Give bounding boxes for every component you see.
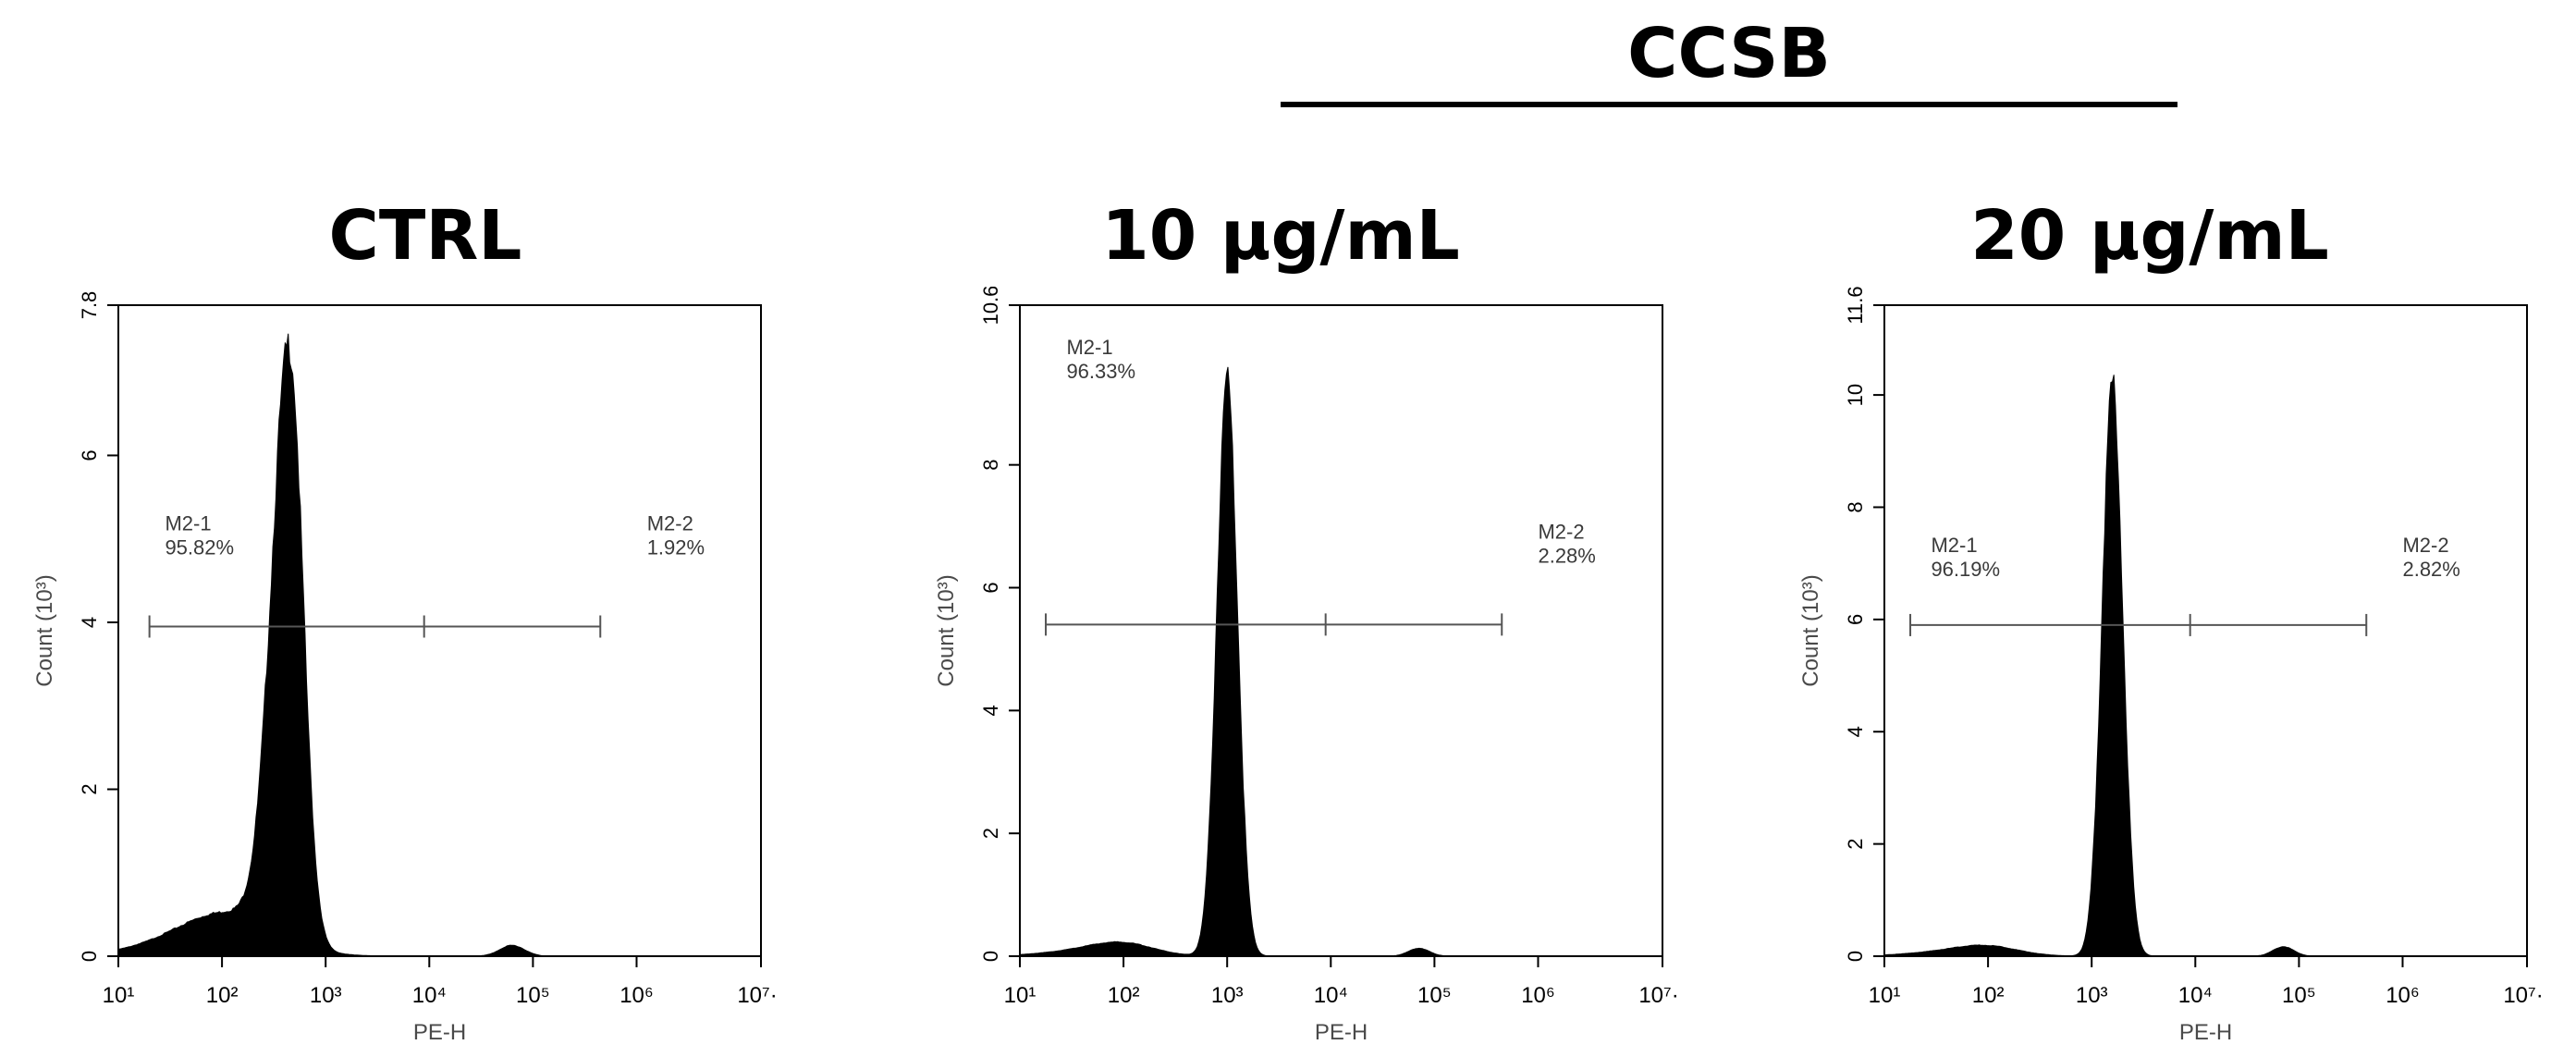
x-tick-label: 10⁵ <box>516 983 550 1008</box>
y-tick-label: 0 <box>979 951 1002 962</box>
y-tick-label: 10 <box>1844 384 1867 406</box>
gate-name-1: M2-1 <box>1066 336 1112 359</box>
x-tick-label: 10³ <box>1211 983 1244 1008</box>
x-tick-label: 10² <box>206 983 239 1008</box>
plot-frame <box>1019 304 1663 957</box>
x-tick-label: 10¹ <box>1004 983 1037 1008</box>
gate-name-2: M2-2 <box>647 512 693 535</box>
x-tick-label: 10⁵ <box>1417 983 1452 1008</box>
x-tick-label: 10² <box>1972 983 2005 1008</box>
y-tick-label: 0 <box>78 951 101 962</box>
gate-name-2: M2-2 <box>2402 534 2448 557</box>
y-tick-label: 7.8 <box>78 291 101 320</box>
x-tick-label: 10⁵ <box>2282 983 2316 1008</box>
y-tick-label: 10.6 <box>979 287 1002 325</box>
y-tick-label: 6 <box>979 582 1002 593</box>
x-tick-label: 10¹ <box>103 983 135 1008</box>
y-tick-label: 8 <box>1844 501 1867 512</box>
y-axis-label: Count (10³) <box>934 574 959 686</box>
gate-percent-2: 1.92% <box>647 536 705 559</box>
plot-frame <box>1883 304 2528 957</box>
y-tick-label: 2 <box>979 828 1002 839</box>
gate-name-1: M2-1 <box>165 512 211 535</box>
x-tick-label: 10¹ <box>1869 983 1901 1008</box>
histogram-10: 10¹ 10² 10³ 10⁴ 10⁵ 10⁶ 10⁷·² 0 2 4 6 8 10.6 PE-H Coun… <box>934 287 1678 1045</box>
gate-percent-2: 2.82% <box>2402 558 2459 581</box>
histogram-ctrl: 10¹ 10² 10³ 10⁴ 10⁵ 10⁶ 10⁷·² 0 2 4 6 7.8 PE-H Count … <box>32 291 777 1045</box>
y-tick-label: 8 <box>979 460 1002 471</box>
y-axis-label: Count (10³) <box>32 574 57 686</box>
gate-name-1: M2-1 <box>1931 534 1977 557</box>
x-tick-label: 10⁶ <box>2386 983 2420 1008</box>
gate-percent-1: 95.82% <box>165 536 234 559</box>
gate-percent-1: 96.19% <box>1931 558 2000 581</box>
x-tick-label: 10³ <box>2076 983 2108 1008</box>
panel-title-10: 10 µg/mL <box>1101 196 1460 276</box>
x-tick-label: 10³ <box>310 983 342 1008</box>
y-tick-label: 0 <box>1844 951 1867 962</box>
y-tick-label: 6 <box>78 449 101 461</box>
x-tick-label: 10⁴ <box>1314 983 1348 1008</box>
y-tick-label: 2 <box>1844 838 1867 849</box>
x-tick-label: 10⁷·² <box>2503 983 2543 1008</box>
x-tick-label: 10² <box>1108 983 1140 1008</box>
y-tick-label: 2 <box>78 783 101 794</box>
y-tick-label: 6 <box>1844 614 1867 625</box>
histogram-20: 10¹ 10² 10³ 10⁴ 10⁵ 10⁶ 10⁷·² 0 2 4 6 8 10 11.6 PE-H Co… <box>1798 287 2543 1045</box>
x-tick-label: 10⁷·² <box>737 983 777 1008</box>
histogram-area <box>117 333 761 957</box>
gate-percent-1: 96.33% <box>1066 360 1135 383</box>
x-axis-label: PE-H <box>2179 1020 2232 1045</box>
group-label: CCSB <box>1627 14 1831 93</box>
panel-title-20: 20 µg/mL <box>1970 196 2329 276</box>
y-tick-label: 4 <box>1844 726 1867 737</box>
x-tick-label: 10⁴ <box>2178 983 2213 1008</box>
histogram-area <box>1019 366 1662 957</box>
panel-title-ctrl: CTRL <box>328 196 522 276</box>
plot-frame <box>117 304 762 957</box>
y-tick-label: 4 <box>979 705 1002 716</box>
x-tick-label: 10⁴ <box>412 983 447 1008</box>
x-tick-label: 10⁷·² <box>1638 983 1678 1008</box>
y-tick-label: 4 <box>78 617 101 628</box>
x-tick-label: 10⁶ <box>1521 983 1555 1008</box>
y-tick-label: 11.6 <box>1844 287 1867 325</box>
gate-percent-2: 2.28% <box>1538 544 1595 567</box>
x-tick-label: 10⁶ <box>619 983 654 1008</box>
gate-name-2: M2-2 <box>1538 520 1584 543</box>
x-axis-label: PE-H <box>413 1020 466 1045</box>
histogram-area <box>1883 375 2527 957</box>
y-axis-label: Count (10³) <box>1798 574 1823 686</box>
x-axis-label: PE-H <box>1315 1020 1368 1045</box>
group-bracket-line <box>1281 102 2177 107</box>
